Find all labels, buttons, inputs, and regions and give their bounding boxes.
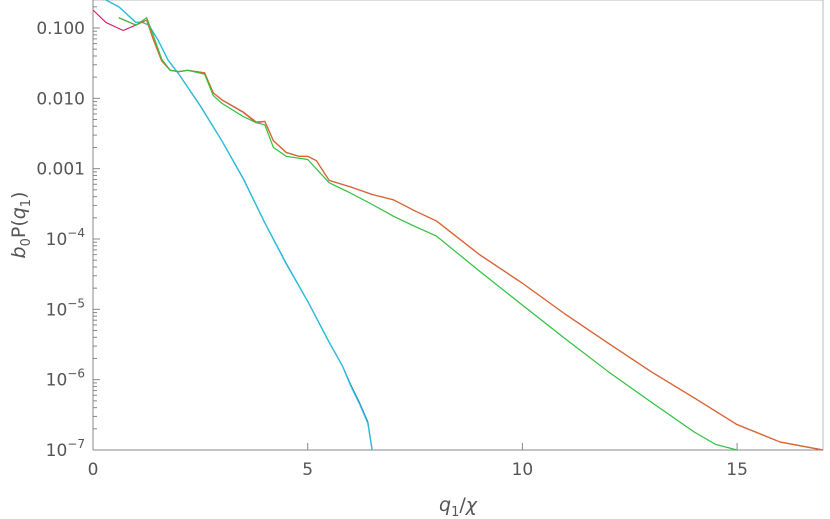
series-line-0 [105, 0, 373, 451]
y-tick-label-3: 10−4 [46, 226, 85, 250]
y-tick-label-2: 0.001 [36, 160, 85, 180]
series-line-2 [92, 9, 824, 451]
y-tick-label-4: 10−5 [46, 296, 85, 320]
x-tick-label-0: 0 [88, 460, 99, 480]
series-layer [92, 0, 824, 451]
x-tick-label-2: 10 [512, 460, 534, 480]
y-tick-label-6: 10−7 [46, 437, 85, 461]
series-line-1 [105, 0, 373, 451]
series-line-4 [118, 17, 738, 451]
series-line-3 [118, 17, 824, 451]
x-tick-label-1: 5 [302, 460, 313, 480]
x-tick-label-3: 15 [726, 460, 748, 480]
plot-frame [92, 0, 824, 451]
y-axis-label: b0P(q1) [8, 192, 34, 259]
y-tick-label-1: 0.010 [36, 89, 85, 109]
y-tick-label-5: 10−6 [46, 367, 85, 391]
y-tick-label-0: 0.100 [36, 19, 85, 39]
x-axis-label: q1/χ [439, 494, 478, 519]
ticks-layer: 0 5 10 15 0.100 0.010 0.001 10−4 10−5 10−6 10−7 [36, 6, 748, 480]
